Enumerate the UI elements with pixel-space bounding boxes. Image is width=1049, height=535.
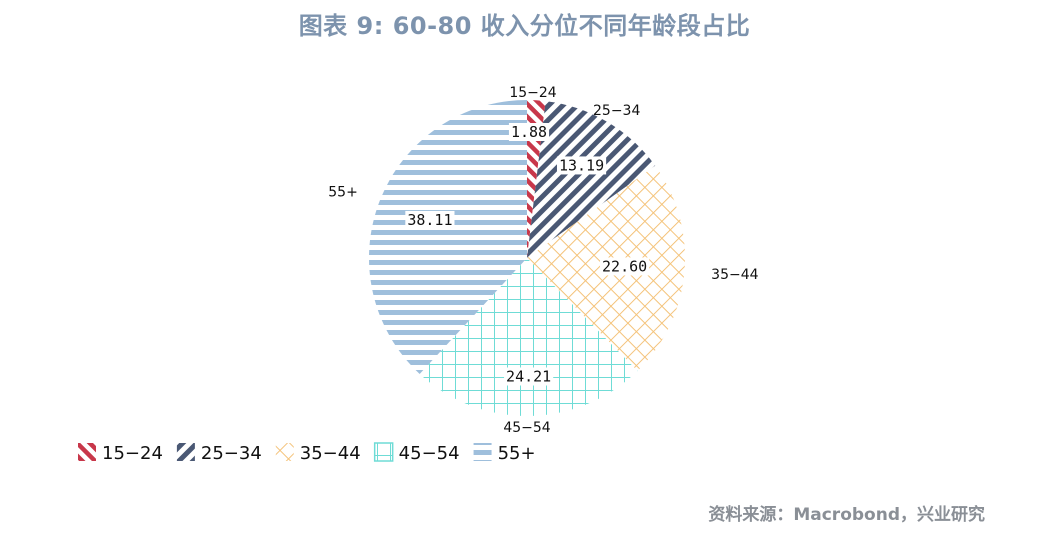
legend: 15−24 25−34 35−44 45−54 55+	[78, 442, 536, 464]
legend-swatch-25-34	[176, 443, 195, 461]
pie-labels: 1.88 15−24 13.19 25−34 22.60 35−44 24.21 45−54 3…	[328, 85, 758, 436]
category-label-35-44: 35−44	[711, 267, 758, 283]
value-label-45-54: 24.21	[506, 367, 551, 385]
legend-label-25-34: 25−34	[201, 443, 262, 464]
category-label-25-34: 25−34	[593, 103, 640, 119]
value-label-bg-55plus	[405, 210, 455, 229]
legend-swatch-55plus	[473, 443, 492, 461]
pie-slice-55plus	[368, 100, 527, 374]
legend-label-55plus: 55+	[498, 443, 536, 464]
value-label-55plus: 38.11	[407, 211, 452, 229]
value-label-bg-25-34	[556, 156, 607, 175]
value-label-25-34: 13.19	[559, 156, 604, 174]
legend-label-35-44: 35−44	[300, 443, 361, 464]
pie-slice-45-54	[419, 258, 638, 416]
category-label-55plus: 55+	[328, 185, 358, 201]
value-label-15-24: 1.88	[511, 123, 547, 141]
category-label-45-54: 45−54	[503, 420, 550, 436]
legend-label-45-54: 45−54	[399, 443, 460, 464]
value-label-35-44: 22.60	[602, 257, 647, 275]
legend-swatch-35-44	[275, 443, 294, 461]
legend-swatch-15-24	[78, 443, 96, 461]
category-label-15-24: 15−24	[509, 85, 556, 101]
value-label-bg-45-54	[504, 367, 554, 386]
legend-label-15-24: 15−24	[102, 443, 163, 464]
pie-slice-25-34	[527, 101, 656, 258]
chart-title: 图表 9: 60-80 收入分位不同年龄段占比	[298, 12, 751, 40]
value-label-bg-15-24	[508, 123, 550, 141]
legend-swatch-45-54	[373, 442, 394, 462]
source-note: 资料来源：Macrobond，兴业研究	[708, 505, 985, 525]
value-label-bg-35-44	[600, 257, 650, 276]
